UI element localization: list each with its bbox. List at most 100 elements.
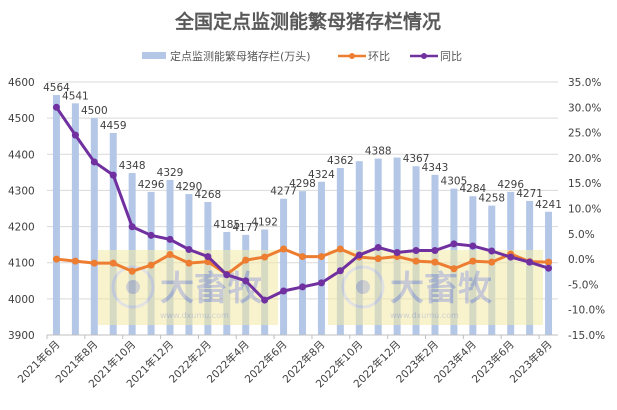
point-yoy — [147, 231, 155, 239]
point-mom — [374, 255, 382, 263]
point-mom — [469, 257, 477, 265]
point-yoy — [393, 249, 401, 257]
point-yoy — [526, 258, 534, 266]
y-right-tick-label: 20.0% — [568, 153, 601, 165]
point-mom — [185, 259, 193, 267]
y-left-tick-label: 4400 — [8, 149, 35, 161]
point-mom — [412, 257, 420, 265]
bar — [545, 211, 553, 335]
legend-marker-yoy — [421, 53, 427, 59]
watermark-logo: 大畜牧 www.dxumu.com — [98, 250, 278, 325]
point-mom — [299, 253, 306, 261]
point-mom — [336, 245, 344, 253]
bar-data-label: 4296 — [497, 179, 524, 191]
y-right-tick-label: 25.0% — [568, 128, 601, 140]
legend: 定点监测能繁母猪存栏(万头) 环比 同比 — [142, 49, 462, 63]
bar — [280, 198, 288, 335]
y-left-tick-label: 4500 — [8, 113, 35, 125]
bar — [355, 161, 363, 335]
point-mom — [545, 258, 553, 266]
point-mom — [488, 258, 496, 266]
bar — [299, 191, 306, 335]
point-yoy — [261, 296, 269, 304]
bar-data-label: 4271 — [516, 188, 543, 200]
bar-data-label: 4177 — [232, 222, 259, 234]
point-mom — [242, 256, 250, 264]
y-right-tick-label: -15.0% — [568, 330, 605, 342]
point-mom — [128, 267, 136, 275]
bar-data-label: 4185 — [213, 219, 240, 231]
point-mom — [52, 255, 60, 263]
point-mom — [90, 259, 98, 267]
y-right-tick-label: 0.0% — [568, 254, 595, 266]
point-yoy — [242, 277, 250, 285]
point-yoy — [71, 131, 79, 139]
point-mom — [317, 253, 325, 261]
bar — [71, 103, 79, 336]
point-mom — [431, 258, 439, 266]
bar-data-label: 4241 — [535, 199, 562, 211]
bar-data-label: 4324 — [308, 169, 335, 181]
y-right-tick-label: 30.0% — [568, 102, 601, 114]
point-yoy — [90, 158, 98, 166]
point-yoy — [317, 279, 325, 287]
legend-label-bar: 定点监测能繁母猪存栏(万头) — [170, 49, 311, 63]
point-yoy — [507, 253, 515, 261]
bar-data-label: 4284 — [459, 183, 486, 195]
point-yoy — [299, 283, 306, 291]
bar-data-label: 4564 — [43, 82, 70, 94]
bar-data-label: 4459 — [100, 120, 127, 132]
y-right-tick-label: 15.0% — [568, 178, 601, 190]
legend-label-yoy: 同比 — [440, 50, 462, 63]
bar-data-label: 4343 — [422, 162, 449, 174]
bar-data-label: 4367 — [403, 153, 430, 165]
point-yoy — [204, 253, 212, 261]
bar — [52, 95, 60, 335]
y-right-tick-label: 5.0% — [568, 229, 595, 241]
point-yoy — [52, 103, 60, 111]
svg-text:大畜牧: 大畜牧 — [390, 269, 493, 309]
point-yoy — [185, 245, 193, 253]
bar-data-label: 4541 — [62, 90, 89, 102]
point-yoy — [412, 246, 420, 254]
bar-data-label: 4305 — [441, 176, 468, 188]
point-yoy — [545, 264, 553, 272]
y-right-tick-label: -10.0% — [568, 305, 605, 317]
svg-text:www.dxumu.com: www.dxumu.com — [390, 311, 459, 320]
y-right-tick-label: 35.0% — [568, 77, 601, 89]
point-yoy — [166, 235, 174, 243]
point-yoy — [336, 267, 344, 275]
y-left-tick-label: 3900 — [8, 330, 35, 342]
svg-text:www.dxumu.com: www.dxumu.com — [160, 311, 229, 320]
svg-text:大畜牧: 大畜牧 — [160, 269, 263, 309]
chart-title: 全国定点监测能繁母猪存栏情况 — [174, 10, 441, 33]
legend-swatch-bar — [142, 52, 166, 59]
point-mom — [109, 259, 117, 267]
bar — [109, 132, 117, 335]
bar-data-label: 4329 — [157, 167, 184, 179]
point-mom — [280, 245, 288, 253]
point-yoy — [128, 223, 136, 231]
bar-data-label: 4362 — [327, 155, 354, 167]
y-right-tick-label: -5.0% — [568, 279, 598, 291]
watermark-logo: 大畜牧 www.dxumu.com — [328, 250, 543, 325]
bar-data-label: 4258 — [478, 193, 505, 205]
point-yoy — [374, 243, 382, 251]
legend-label-mom: 环比 — [368, 50, 390, 63]
bar — [393, 157, 401, 335]
y-left-tick-label: 4300 — [8, 185, 35, 197]
point-yoy — [109, 171, 117, 179]
y-left-tick-label: 4200 — [8, 222, 35, 234]
legend-marker-mom — [349, 53, 355, 59]
point-yoy — [280, 287, 288, 295]
bar — [90, 118, 98, 336]
bar-data-label: 4277 — [270, 186, 297, 198]
y-left-tick-label: 4600 — [8, 77, 35, 89]
bar-data-label: 4500 — [81, 105, 108, 117]
point-yoy — [488, 247, 496, 255]
bar-data-label: 4192 — [251, 216, 278, 228]
point-yoy — [469, 242, 477, 250]
y-left-tick-label: 4000 — [8, 294, 35, 306]
point-yoy — [223, 271, 231, 279]
bar-data-label: 4298 — [289, 178, 316, 190]
